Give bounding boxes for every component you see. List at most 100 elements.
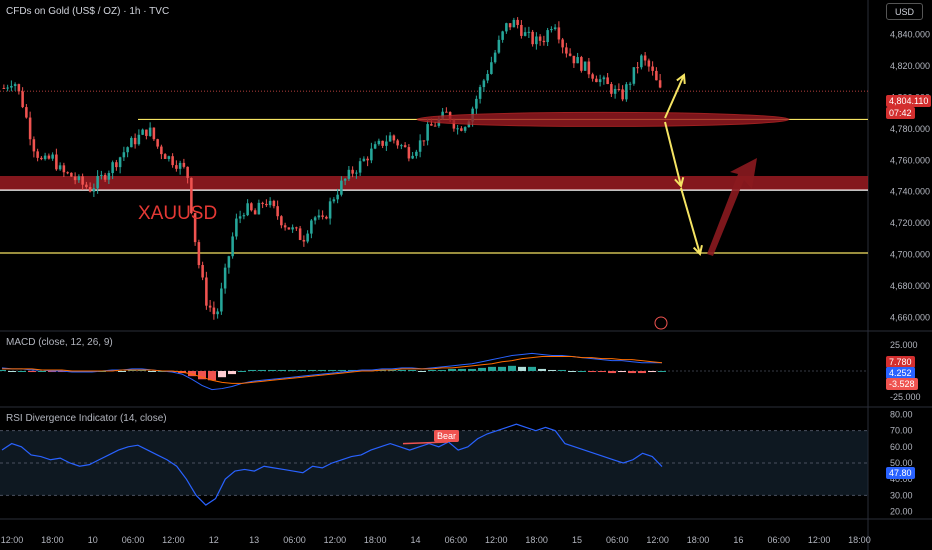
candle-body xyxy=(508,23,512,28)
candle-body xyxy=(261,202,264,204)
signal-line xyxy=(2,356,663,384)
price-tick-label: 4,740.000 xyxy=(890,187,930,197)
candle-body xyxy=(130,137,133,148)
candle-body xyxy=(70,172,73,177)
candle-body xyxy=(13,84,17,86)
candle-body xyxy=(523,32,527,36)
candle-body xyxy=(32,139,36,152)
candle-body xyxy=(531,31,534,45)
rsi-tick-label: 20.00 xyxy=(890,507,913,517)
candle-body xyxy=(411,155,414,159)
time-tick-label: 06:00 xyxy=(122,535,145,545)
candle-body xyxy=(643,55,647,61)
candle-body xyxy=(347,169,351,179)
macd-hist-bar xyxy=(128,369,136,371)
candle-body xyxy=(561,39,564,48)
candle-body xyxy=(520,24,523,36)
macd-hist-bar xyxy=(398,369,406,371)
bear-label: Bear xyxy=(434,430,460,442)
candle-body xyxy=(407,147,411,159)
candle-body xyxy=(220,288,223,312)
candle-body xyxy=(25,107,28,118)
candle-body xyxy=(77,176,81,181)
macd-hist-bar xyxy=(598,371,606,373)
macd-hist-bar xyxy=(0,369,6,371)
macd-tick-label: -25.000 xyxy=(890,392,921,402)
candle-body xyxy=(388,135,392,142)
macd-hist-bar xyxy=(478,367,486,371)
candle-body xyxy=(66,172,69,174)
time-tick-label: 06:00 xyxy=(767,535,790,545)
macd-hist-bar xyxy=(278,369,286,371)
macd-hist-bar xyxy=(238,371,246,372)
candle-body xyxy=(17,84,21,92)
candle-body xyxy=(302,239,306,242)
candle-body xyxy=(602,77,606,80)
macd-hist-bar xyxy=(638,371,646,374)
lightning-icon xyxy=(654,316,668,330)
candle-body xyxy=(355,172,358,174)
candle-body xyxy=(175,165,178,169)
time-tick-label: 12:00 xyxy=(162,535,185,545)
candle-body xyxy=(658,80,662,88)
candle-body xyxy=(197,242,201,266)
annotations xyxy=(416,73,790,330)
rsi-tick-label: 70.00 xyxy=(890,426,913,436)
candle-body xyxy=(583,61,587,71)
candle-body xyxy=(111,162,114,174)
candle-body xyxy=(163,154,167,159)
candle-body xyxy=(535,36,538,45)
time-tick-label: 12:00 xyxy=(324,535,347,545)
macd-hist-bar xyxy=(548,369,556,371)
macd-hist-bar xyxy=(148,371,156,372)
candle-body xyxy=(482,80,486,88)
macd-hist-bar xyxy=(118,371,126,372)
candle-body xyxy=(505,23,508,32)
candle-body xyxy=(557,27,561,40)
candle-body xyxy=(430,124,433,126)
candle-body xyxy=(655,70,658,81)
candle-body xyxy=(325,216,328,219)
macd-hist-bar xyxy=(168,371,176,373)
macd-hist-bar xyxy=(458,368,466,371)
macd-hist-bar xyxy=(318,369,326,371)
axis-bg xyxy=(868,0,932,550)
candle-body xyxy=(445,111,448,113)
macd-signal-tag: -3.528 xyxy=(886,378,918,390)
candle-body xyxy=(10,85,13,88)
candle-body xyxy=(238,216,242,219)
candle-body xyxy=(171,156,174,166)
candle-body xyxy=(295,227,298,229)
candle-body xyxy=(115,162,118,168)
candle-body xyxy=(193,213,197,243)
candle-body xyxy=(636,67,639,69)
macd-hist-bar xyxy=(448,368,456,371)
candle-body xyxy=(587,61,591,75)
candle-body xyxy=(148,127,152,136)
currency-button[interactable]: USD xyxy=(886,3,923,20)
macd-hist-bar xyxy=(608,371,616,374)
candle-body xyxy=(392,135,396,141)
macd-hist-bar xyxy=(138,369,146,371)
last-price-tag: 4,804.110 xyxy=(886,95,932,107)
candle-body xyxy=(306,233,309,242)
candle-body xyxy=(460,128,463,131)
macd-tick-label: 25.000 xyxy=(890,340,918,350)
candle-body xyxy=(265,203,268,206)
macd-hist-bar xyxy=(228,371,236,375)
candle-body xyxy=(490,62,493,74)
macd-hist-bar xyxy=(508,365,516,371)
highlight-ellipse xyxy=(416,111,790,127)
macd-hist-bar xyxy=(338,369,346,371)
candle-body xyxy=(377,140,381,145)
candle-body xyxy=(231,236,234,257)
candle-body xyxy=(73,176,77,181)
candle-body xyxy=(178,162,182,169)
candle-body xyxy=(516,19,519,25)
macd-hist-bar xyxy=(218,371,226,378)
candle-body xyxy=(167,156,171,159)
candle-body xyxy=(418,140,422,152)
candle-body xyxy=(182,162,186,167)
candle-body xyxy=(272,200,276,207)
candle-body xyxy=(103,174,107,180)
